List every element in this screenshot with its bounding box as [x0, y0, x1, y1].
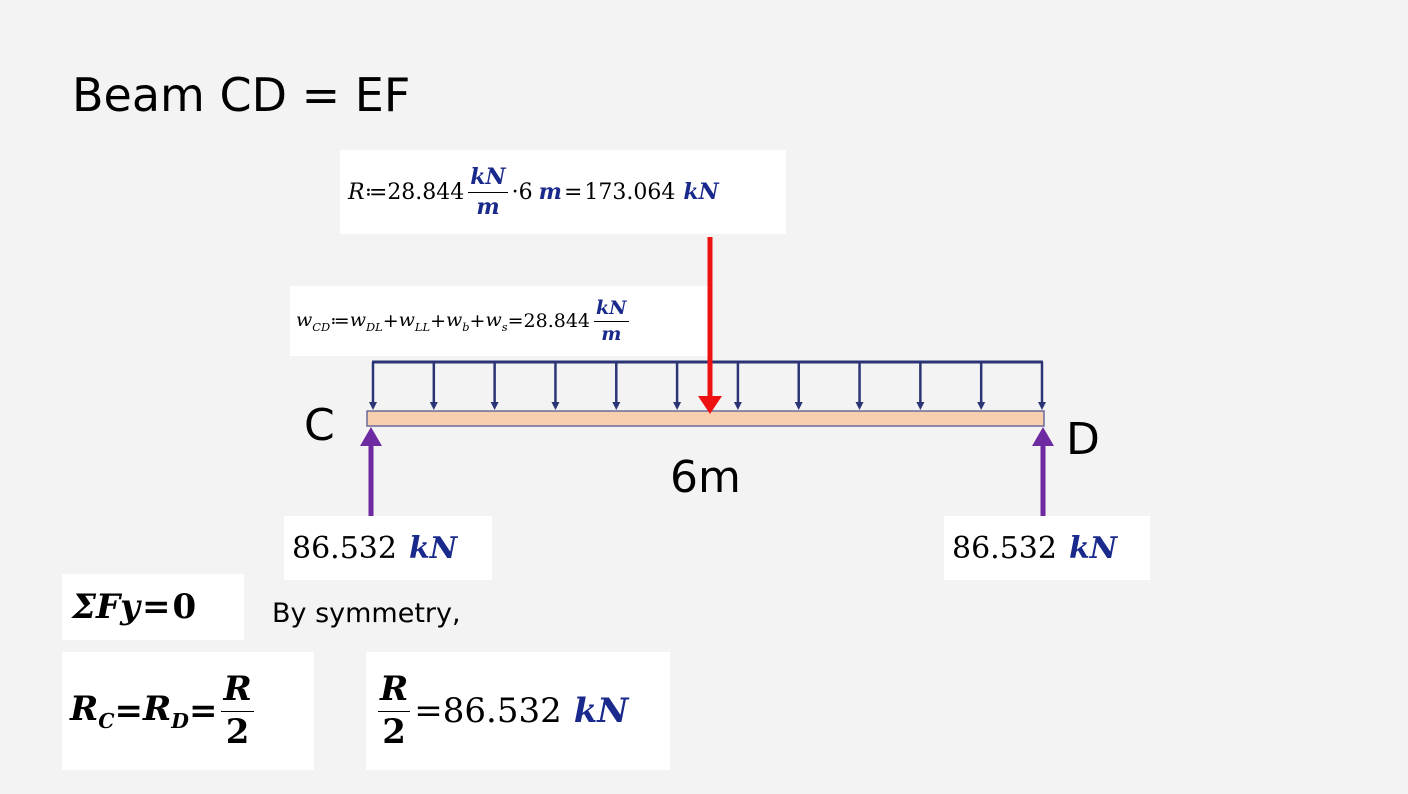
plus-sign: + [430, 310, 446, 332]
reaction-unit: kN [408, 530, 458, 566]
reaction-d-symbol: RD [143, 689, 189, 733]
equals-sign: = [414, 691, 443, 731]
plus-sign: + [382, 310, 399, 332]
udl-arrow-head [1038, 402, 1046, 410]
udl-arrow-head [612, 402, 621, 410]
load-value: 28.844 [387, 179, 465, 205]
reaction-number: 86.532 [292, 530, 397, 566]
equals-sign: = [188, 691, 218, 731]
resultant-symbol: R [348, 179, 365, 205]
udl-arrow-head [916, 402, 925, 410]
unit-numerator: kN [468, 165, 508, 193]
udl-arrow-head [551, 402, 560, 410]
distributed-load-equation: wCD ≔ wDL + wLL + wb + ws = 28.844 kN m [290, 286, 708, 356]
right-reaction-arrow [1032, 427, 1054, 516]
fraction-denominator: 2 [225, 711, 250, 752]
udl-arrow-head [369, 402, 377, 410]
left-reaction-value: 86.532 kN [284, 516, 492, 580]
udl-arrow-head [977, 402, 986, 410]
plus-sign: + [469, 310, 486, 332]
equals-sign: = [141, 587, 171, 627]
beam [366, 410, 1045, 427]
reaction-unit: kN [1068, 530, 1118, 566]
reaction-unit: kN [573, 691, 629, 731]
point-c-label: C [304, 400, 335, 451]
udl-arrow-head [733, 402, 742, 410]
reaction-number: 86.532 [952, 530, 1057, 566]
slab-load-term: ws [485, 308, 508, 334]
fraction-numerator: R [221, 670, 254, 712]
udl-arrows [369, 362, 1046, 410]
resultant-equation: R ≔ 28.844 kN m ·6 m = 173.064 kN [340, 150, 786, 234]
define-operator: ≔ [364, 179, 388, 205]
load-symbol: wCD [296, 308, 331, 334]
resultant-value: 173.064 [584, 179, 676, 205]
beam-weight-term: wb [445, 308, 470, 334]
symmetry-note: By symmetry, [272, 598, 461, 629]
half-resultant-fraction: R 2 [221, 670, 254, 752]
right-reaction-value: 86.532 kN [944, 516, 1150, 580]
left-reaction-arrow [360, 427, 382, 516]
reaction-c-symbol: RC [70, 689, 115, 733]
reaction-number: 86.532 [442, 691, 562, 731]
multiplier: ·6 [511, 179, 533, 205]
live-load-term: wLL [398, 308, 431, 334]
half-resultant-equation: R 2 = 86.532 kN [366, 652, 670, 770]
load-value: 28.844 [523, 310, 590, 332]
point-d-label: D [1066, 414, 1100, 465]
fraction-numerator: R [378, 670, 411, 712]
equals-sign: = [507, 310, 524, 332]
equilibrium-equation: ΣFy = 0 [62, 574, 244, 640]
resultant-arrow [698, 237, 722, 414]
udl-arrow-head [490, 402, 499, 410]
unit-numerator: kN [594, 297, 629, 322]
half-resultant-fraction: R 2 [378, 670, 411, 752]
equals-sign: = [114, 691, 144, 731]
udl-arrow-head [794, 402, 803, 410]
zero-value: 0 [172, 587, 197, 627]
unit-denominator: m [476, 193, 500, 220]
define-operator: ≔ [330, 310, 350, 332]
udl-arrow-head [673, 402, 682, 410]
load-unit-fraction: kN m [468, 165, 508, 220]
span-length-label: 6m [670, 452, 741, 503]
udl-arrow-head [855, 402, 864, 410]
dead-load-term: wDL [349, 308, 383, 334]
unit-denominator: m [601, 322, 622, 345]
sum-forces-term: ΣFy [72, 587, 140, 627]
reaction-symmetry-equation: RC = RD = R 2 [62, 652, 314, 770]
equals-sign: = [563, 179, 583, 205]
udl-arrow-head [429, 402, 438, 410]
fraction-denominator: 2 [382, 711, 406, 752]
length-unit: m [538, 179, 562, 205]
resultant-unit: kN [683, 179, 719, 205]
slide-title: Beam CD = EF [72, 68, 411, 122]
load-unit-fraction: kN m [594, 297, 629, 345]
